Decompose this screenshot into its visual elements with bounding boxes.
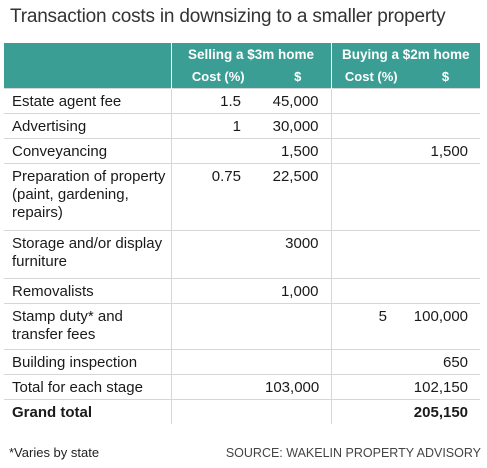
buy-amount-cell: 100,000 bbox=[411, 303, 481, 350]
row-label: Removalists bbox=[4, 278, 171, 304]
table-row: Grand total 205,150 bbox=[4, 399, 481, 424]
table-row: Conveyancing 1,500 1,500 bbox=[4, 138, 481, 164]
sell-cost-pct-cell bbox=[170, 374, 265, 400]
buy-amount-cell bbox=[411, 278, 481, 304]
buy-amount-cell bbox=[411, 88, 481, 114]
buy-amount-cell: 1,500 bbox=[411, 138, 481, 164]
row-label: Preparation of property (paint, gardenin… bbox=[4, 163, 171, 231]
table-row: Total for each stage 103,000 102,150 bbox=[4, 374, 481, 400]
buy-amount-cell: 102,150 bbox=[411, 374, 481, 400]
header-buy-cost-pct: Cost (%) bbox=[330, 65, 412, 89]
table-row: Building inspection 650 bbox=[4, 349, 481, 375]
table-row: Preparation of property (paint, gardenin… bbox=[4, 163, 481, 231]
sell-amount-cell bbox=[265, 349, 332, 375]
footnote: *Varies by state bbox=[9, 445, 100, 460]
buy-cost-pct-cell bbox=[330, 399, 412, 424]
row-label: Conveyancing bbox=[4, 138, 171, 164]
table-row: Estate agent fee 1.5 45,000 bbox=[4, 88, 481, 114]
buy-cost-pct-cell bbox=[330, 113, 412, 139]
header-buying: Buying a $2m home bbox=[330, 43, 481, 65]
buy-cost-pct-cell bbox=[330, 349, 412, 375]
row-label: Stamp duty* and transfer fees bbox=[4, 303, 171, 350]
table-row: Stamp duty* and transfer fees 5 100,000 bbox=[4, 303, 481, 350]
row-label: Estate agent fee bbox=[4, 88, 171, 114]
sell-cost-pct-cell: 1.5 bbox=[170, 88, 265, 114]
header-blank bbox=[4, 43, 171, 65]
cost-table: Selling a $3m home Buying a $2m home Cos… bbox=[4, 43, 481, 424]
header-sell-cost-pct: Cost (%) bbox=[170, 65, 265, 89]
buy-cost-pct-cell bbox=[330, 230, 412, 279]
sell-cost-pct-cell bbox=[170, 399, 265, 424]
header-sell-dollar: $ bbox=[294, 69, 302, 84]
sell-cost-pct-cell bbox=[170, 303, 265, 350]
row-label: Building inspection bbox=[4, 349, 171, 375]
buy-cost-pct-cell bbox=[330, 278, 412, 304]
sell-amount-cell: 3000 bbox=[265, 230, 332, 279]
table-row: Advertising 1 30,000 bbox=[4, 113, 481, 139]
sell-amount-cell: 30,000 bbox=[265, 113, 332, 139]
buy-amount-cell: 205,150 bbox=[411, 399, 481, 424]
sell-amount-cell bbox=[265, 399, 332, 424]
sell-cost-pct-cell bbox=[170, 138, 265, 164]
table-title: Transaction costs in downsizing to a sma… bbox=[10, 6, 446, 27]
row-label: Grand total bbox=[4, 399, 171, 424]
sell-cost-pct-cell bbox=[170, 230, 265, 279]
sell-cost-pct-cell: 0.75 bbox=[170, 163, 265, 231]
row-label: Advertising bbox=[4, 113, 171, 139]
buy-cost-pct-cell bbox=[330, 163, 412, 231]
sell-cost-pct-cell bbox=[170, 349, 265, 375]
sell-amount-cell: 22,500 bbox=[265, 163, 332, 231]
sell-amount-cell: 45,000 bbox=[265, 88, 332, 114]
row-label: Storage and/or display furniture bbox=[4, 230, 171, 279]
sell-cost-pct-cell: 1 bbox=[170, 113, 265, 139]
header-sub-row: Cost (%) $ Cost (%) $ bbox=[4, 65, 481, 89]
sell-amount-cell bbox=[265, 303, 332, 350]
sell-amount-cell: 103,000 bbox=[265, 374, 332, 400]
buy-cost-pct-cell bbox=[330, 138, 412, 164]
buy-cost-pct-cell bbox=[330, 374, 412, 400]
buy-amount-cell bbox=[411, 230, 481, 279]
row-label: Total for each stage bbox=[4, 374, 171, 400]
header-group-row: Selling a $3m home Buying a $2m home bbox=[4, 43, 481, 65]
buy-cost-pct-cell: 5 bbox=[330, 303, 412, 350]
table-row: Storage and/or display furniture 3000 bbox=[4, 230, 481, 279]
buy-amount-cell bbox=[411, 113, 481, 139]
header-buy-dollar: $ bbox=[441, 69, 450, 84]
sell-cost-pct-cell bbox=[170, 278, 265, 304]
sell-amount-cell: 1,000 bbox=[265, 278, 332, 304]
sell-amount-cell: 1,500 bbox=[265, 138, 332, 164]
table-row: Removalists 1,000 bbox=[4, 278, 481, 304]
buy-amount-cell bbox=[411, 163, 481, 231]
header-selling: Selling a $3m home bbox=[170, 43, 332, 65]
buy-amount-cell: 650 bbox=[411, 349, 481, 375]
header-blank-2 bbox=[4, 65, 171, 89]
buy-cost-pct-cell bbox=[330, 88, 412, 114]
source-credit: SOURCE: WAKELIN PROPERTY ADVISORY bbox=[225, 446, 481, 460]
